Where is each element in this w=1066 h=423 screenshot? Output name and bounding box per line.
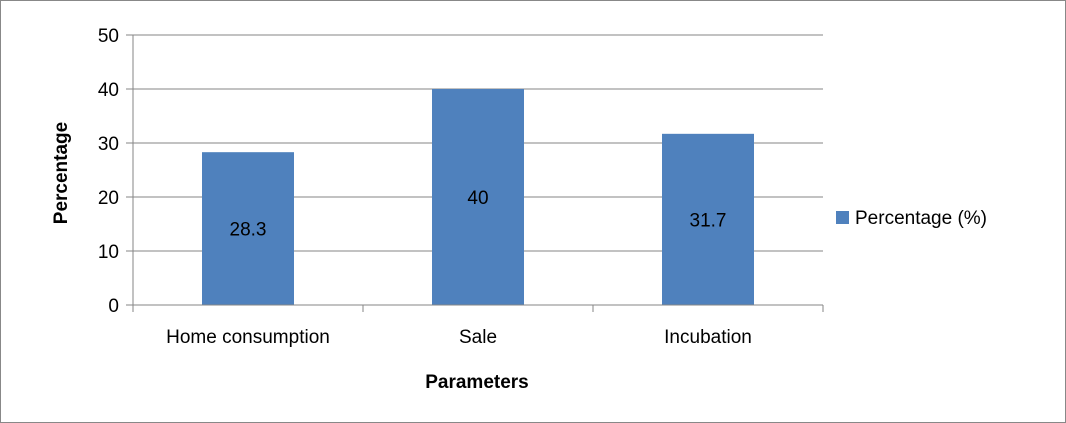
category-label: Incubation xyxy=(664,327,752,348)
y-axis-ticks: 0 10 20 30 40 50 xyxy=(98,26,134,317)
bar-home-consumption xyxy=(202,152,294,305)
category-label: Home consumption xyxy=(166,327,330,348)
data-label: 28.3 xyxy=(230,220,267,241)
data-label: 40 xyxy=(467,188,488,209)
bar-sale xyxy=(432,89,524,305)
y-tick-label: 40 xyxy=(98,80,119,101)
legend-swatch xyxy=(836,211,849,224)
data-labels: 28.3 40 31.7 xyxy=(230,188,727,241)
y-tick-label: 30 xyxy=(98,134,119,155)
data-label: 31.7 xyxy=(690,210,727,231)
bars xyxy=(202,89,754,305)
y-tick-label: 0 xyxy=(108,296,119,317)
x-axis-title: Parameters xyxy=(425,372,529,393)
legend: Percentage (%) xyxy=(836,208,987,229)
y-tick-label: 20 xyxy=(98,188,119,209)
category-label: Sale xyxy=(459,327,497,348)
category-labels: Home consumption Sale Incubation xyxy=(166,327,752,348)
x-axis xyxy=(132,304,824,312)
bar-incubation xyxy=(662,133,754,305)
legend-label: Percentage (%) xyxy=(855,208,987,229)
y-tick-label: 50 xyxy=(98,26,119,47)
y-tick-label: 10 xyxy=(98,242,119,263)
y-axis-title: Percentage xyxy=(51,122,72,224)
